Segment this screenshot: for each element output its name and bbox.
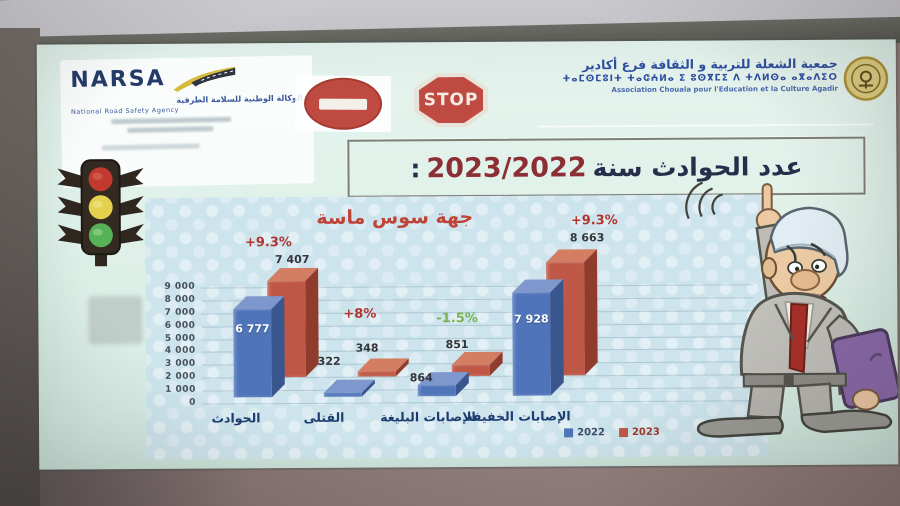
percent-change-label: -1.5% bbox=[436, 310, 478, 327]
wall-left bbox=[0, 28, 40, 506]
y-axis-tick-label: 7 000 bbox=[164, 307, 196, 318]
bar-value-label: 322 bbox=[317, 354, 341, 368]
bar-value-label: 8 663 bbox=[569, 231, 605, 245]
no-entry-sign-card bbox=[294, 75, 392, 133]
bar-3d-side bbox=[305, 267, 319, 377]
y-axis-tick-label: 1 000 bbox=[165, 384, 196, 395]
bar-3d-front bbox=[417, 385, 456, 397]
narsa-small-text-line bbox=[111, 116, 232, 125]
stop-sign-label: STOP bbox=[423, 89, 479, 111]
y-axis-tick-label: 2 000 bbox=[165, 371, 196, 383]
percent-change-label: +8% bbox=[343, 306, 377, 322]
y-axis-tick-label: 6 000 bbox=[164, 320, 196, 331]
cartoon-engineer-character bbox=[685, 181, 899, 438]
projected-slide: NARSA الوكالة الوطنية للسلامة الطرقية Na… bbox=[36, 39, 899, 470]
narsa-small-text-line bbox=[127, 126, 214, 133]
association-french-name: Association Chouala pour l'Education et … bbox=[611, 84, 839, 95]
chart-legend: 2022 2023 bbox=[564, 427, 660, 439]
legend-label: 2023 bbox=[631, 426, 660, 438]
chart-gridline bbox=[201, 400, 754, 405]
bar-value-label: 7 407 bbox=[274, 252, 310, 267]
motion-lines-icon bbox=[685, 181, 723, 220]
bar-3d-front bbox=[323, 392, 362, 397]
stop-sign-face: STOP bbox=[419, 77, 483, 123]
y-axis-tick-label: 0 bbox=[189, 397, 196, 408]
y-axis-tick-label: 9 000 bbox=[164, 281, 196, 292]
slide-title-years: 2023/2022 bbox=[426, 151, 587, 184]
bar-3d-front bbox=[357, 371, 396, 377]
projection-smudge bbox=[88, 295, 143, 345]
bar-3d-side bbox=[550, 279, 564, 396]
bar-value-label: 348 bbox=[355, 341, 379, 355]
chart-gridline bbox=[201, 387, 754, 392]
legend-label: 2022 bbox=[577, 427, 605, 439]
narsa-road-swoosh-icon bbox=[173, 66, 236, 92]
legend-swatch-icon bbox=[564, 428, 574, 438]
y-axis-tick-label: 5 000 bbox=[164, 333, 196, 344]
association-emblem-icon bbox=[843, 56, 889, 101]
category-axis-label: الإصابات الخفيفة bbox=[465, 408, 571, 425]
legend-swatch-icon bbox=[618, 428, 628, 438]
y-axis-tick-label: 4 000 bbox=[164, 346, 196, 357]
header-divider bbox=[537, 123, 874, 128]
association-tifinagh-name: ⵜⴰⵎⵙⵎⵓⵏⵜ ⵜⴰⵛⵄⵍⴰ ⵉ ⵓⵙⴳⵎⵉ ⴷ ⵜⴷⵍⵙⴰ ⴰⴳⴰⴷⵉⵔ bbox=[562, 72, 838, 85]
no-entry-bar bbox=[319, 98, 368, 110]
bar-3d-front bbox=[512, 292, 551, 396]
legend-item: 2022 bbox=[564, 427, 605, 438]
narsa-script-line bbox=[101, 143, 200, 151]
y-axis-tick-label: 8 000 bbox=[164, 294, 196, 305]
association-arabic-name: جمعية الشعلة للتربية و الثقافة فرع أكادي… bbox=[582, 55, 838, 73]
narsa-brand-text: NARSA bbox=[70, 66, 166, 94]
y-axis-tick-label: 3 000 bbox=[164, 358, 196, 370]
bar-value-label: 851 bbox=[445, 337, 469, 352]
bar-value-label: 864 bbox=[409, 371, 433, 385]
percent-change-label: +9.3% bbox=[244, 235, 292, 251]
traffic-light-icon bbox=[57, 159, 144, 267]
stop-sign: STOP bbox=[414, 73, 488, 127]
legend-item: 2023 bbox=[618, 426, 660, 438]
bar-3d-side bbox=[271, 296, 285, 398]
no-entry-sign-icon bbox=[303, 77, 383, 131]
chart-title: جهة سوس ماسة bbox=[316, 205, 474, 229]
bar-value-label: 7 928 bbox=[514, 312, 549, 326]
narsa-logo-card: NARSA الوكالة الوطنية للسلامة الطرقية Na… bbox=[59, 55, 315, 189]
bar-chart-panel: جهة سوس ماسة 9 000 8 000 7 000 6 000 5 000 4 … bbox=[144, 194, 769, 460]
slide-title-colon: : bbox=[410, 153, 421, 183]
bar-3d-side bbox=[584, 249, 598, 376]
stop-sign-border: STOP bbox=[414, 73, 488, 127]
bar-value-label: 6 777 bbox=[235, 322, 270, 336]
percent-change-label: +9.3% bbox=[570, 213, 618, 229]
association-header: جمعية الشعلة للتربية و الثقافة فرع أكادي… bbox=[542, 56, 838, 95]
